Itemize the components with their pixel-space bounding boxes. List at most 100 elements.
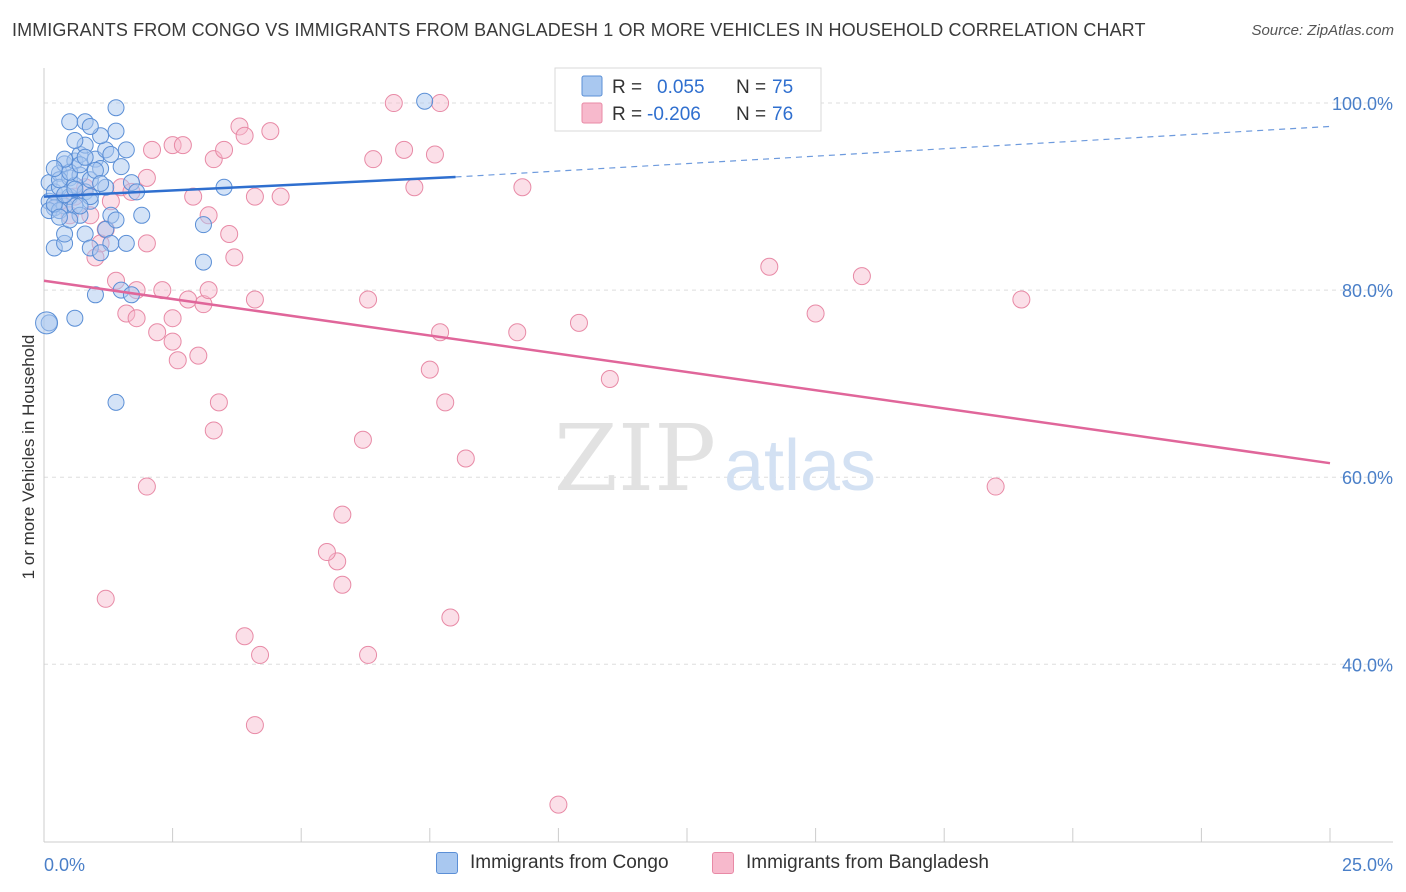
congo-point	[92, 175, 110, 193]
bangladesh-point	[353, 430, 372, 449]
congo-point	[102, 146, 120, 164]
congo-point	[416, 92, 434, 110]
legend-r-label-congo: R =	[612, 77, 642, 98]
bangladesh-point	[230, 117, 249, 136]
bangladesh-point	[852, 267, 871, 286]
y-tick-labels: 100.0% 80.0% 60.0% 40.0%	[1332, 94, 1393, 675]
congo-point	[61, 113, 79, 131]
congo-trend-line	[43, 175, 456, 198]
congo-point	[81, 117, 99, 135]
bottom-legend-item-congo: Immigrants from Congo	[436, 852, 669, 874]
legend-n-value-congo: 75	[772, 77, 793, 98]
congo-point	[107, 211, 125, 229]
bangladesh-point	[986, 477, 1005, 496]
chart-title: IMMIGRANTS FROM CONGO VS IMMIGRANTS FROM…	[12, 20, 1146, 40]
bangladesh-point	[359, 645, 378, 664]
congo-point	[66, 131, 84, 149]
congo-point	[76, 148, 94, 166]
bangladesh-point	[251, 645, 270, 664]
bangladesh-point	[1012, 290, 1031, 309]
bangladesh-point	[168, 351, 187, 370]
bangladesh-point	[204, 150, 223, 169]
bangladesh-point	[405, 178, 424, 197]
bangladesh-point	[143, 140, 162, 159]
y-tick-label: 80.0%	[1342, 281, 1393, 301]
watermark-atlas: atlas	[724, 426, 876, 506]
bangladesh-point	[441, 608, 460, 627]
bangladesh-point	[199, 281, 218, 300]
congo-point	[112, 158, 130, 176]
congo-point	[66, 180, 84, 198]
congo-point	[92, 244, 110, 262]
bangladesh-point	[235, 627, 254, 646]
congo-point	[194, 253, 212, 271]
bangladesh-point	[235, 126, 254, 145]
legend-n-label-congo: N =	[736, 77, 766, 98]
x-tick-label-min: 0.0%	[44, 855, 85, 875]
bangladesh-point	[431, 94, 450, 113]
bangladesh-point	[600, 369, 619, 388]
y-tick-label: 40.0%	[1342, 655, 1393, 675]
bangladesh-point	[127, 309, 146, 328]
congo-points	[35, 92, 434, 411]
legend-r-value-congo: 0.055	[657, 77, 705, 98]
y-axis-title: 1 or more Vehicles in Household	[19, 335, 38, 580]
bangladesh-point	[364, 150, 383, 169]
bangladesh-point	[420, 360, 439, 379]
bangladesh-point	[549, 795, 568, 814]
congo-point	[66, 309, 84, 327]
congo-point	[50, 208, 68, 226]
congo-point	[117, 141, 135, 159]
bangladesh-point	[245, 290, 264, 309]
bangladesh-point	[395, 140, 414, 159]
bangladesh-point	[333, 575, 352, 594]
bangladesh-point	[184, 187, 203, 206]
bangladesh-point	[220, 225, 239, 244]
bangladesh-point	[328, 552, 347, 571]
bangladesh-point	[425, 145, 444, 164]
bangladesh-point	[384, 94, 403, 113]
bangladesh-point	[317, 543, 336, 562]
bangladesh-point	[163, 136, 182, 155]
bangladesh-point	[137, 477, 156, 496]
congo-point	[35, 311, 59, 335]
bangladesh-point	[189, 346, 208, 365]
bangladesh-point	[569, 313, 588, 332]
bangladesh-point	[456, 449, 475, 468]
congo-point	[107, 393, 125, 411]
congo-trend-extension	[455, 125, 1331, 178]
legend-r-value-bangladesh: -0.206	[647, 104, 701, 125]
congo-point	[86, 286, 104, 304]
congo-point	[45, 160, 63, 178]
bangladesh-point	[163, 332, 182, 351]
legend-swatch-congo	[581, 75, 603, 97]
bangladesh-point	[245, 716, 264, 735]
bangladesh-point	[513, 178, 532, 197]
bangladesh-point	[806, 304, 825, 323]
bangladesh-point	[117, 304, 136, 323]
congo-point	[133, 206, 151, 224]
congo-point	[71, 197, 89, 215]
bottom-legend-label-congo: Immigrants from Congo	[470, 852, 669, 873]
bangladesh-point	[271, 187, 290, 206]
bangladesh-point	[96, 589, 115, 608]
bangladesh-point	[261, 122, 280, 141]
bangladesh-point	[209, 393, 228, 412]
bangladesh-points	[50, 94, 1031, 814]
bangladesh-point	[245, 187, 264, 206]
congo-point	[194, 216, 212, 234]
y-tick-label: 60.0%	[1342, 468, 1393, 488]
bottom-legend-swatch-bangladesh	[712, 852, 734, 874]
legend-n-value-bangladesh: 76	[772, 104, 793, 125]
congo-point	[107, 99, 125, 117]
bangladesh-point	[215, 140, 234, 159]
legend-box: R = 0.055 N = 75 R = -0.206 N = 76	[554, 67, 822, 132]
bottom-legend: Immigrants from Congo Immigrants from Ba…	[0, 852, 1406, 878]
congo-point	[117, 234, 135, 252]
bangladesh-trend-line	[43, 279, 1331, 465]
bangladesh-point	[333, 505, 352, 524]
bangladesh-point	[508, 323, 527, 342]
congo-point	[107, 122, 125, 140]
bottom-legend-swatch-congo	[436, 852, 458, 874]
